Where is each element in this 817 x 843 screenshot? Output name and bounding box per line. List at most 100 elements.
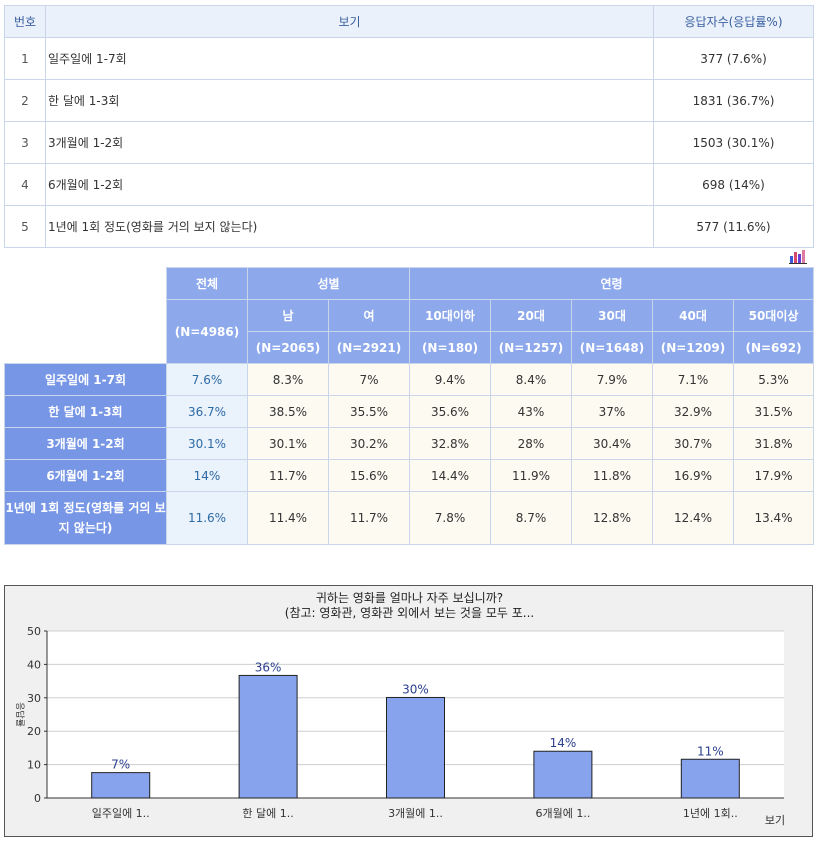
- bar-data-label: 14%: [550, 736, 577, 750]
- crosstab-cell: 31.5%: [732, 395, 815, 428]
- header-gender: 성별: [247, 267, 410, 300]
- crosstab-cell: 35.5%: [328, 395, 410, 428]
- crosstab-cell: 13.4%: [732, 491, 815, 545]
- crosstab-cell: 32.9%: [652, 395, 734, 428]
- row-number: 5: [4, 205, 46, 248]
- row-option: 3개월에 1-2회: [45, 121, 654, 164]
- row-option: 6개월에 1-2회: [45, 163, 654, 206]
- row-option: 한 달에 1-3회: [45, 79, 654, 122]
- header-col-label: 50대이상: [732, 299, 815, 332]
- header-col-n: (N=1257): [490, 331, 572, 364]
- crosstab-cell: 11.8%: [571, 459, 653, 492]
- crosstab-row-label: 한 달에 1-3회: [4, 395, 167, 428]
- bar-data-label: 36%: [255, 660, 282, 674]
- crosstab-cell: 11.7%: [328, 491, 410, 545]
- crosstab-cell: 28%: [490, 427, 572, 460]
- row-number: 2: [4, 79, 46, 122]
- y-tick-label: 0: [34, 792, 41, 805]
- crosstab-total-cell: 11.6%: [166, 491, 248, 545]
- row-number: 1: [4, 37, 46, 80]
- bar: [91, 772, 151, 799]
- crosstab-cell: 12.8%: [571, 491, 653, 545]
- row-responses: 577 (11.6%): [653, 205, 814, 248]
- crosstab-cell: 9.4%: [409, 363, 491, 396]
- crosstab-cell: 30.7%: [652, 427, 734, 460]
- crosstab-cell: 16.9%: [652, 459, 734, 492]
- crosstab-row-label: 일주일에 1-7회: [4, 363, 167, 396]
- y-tick-label: 50: [27, 625, 41, 638]
- crosstab-cell: 43%: [490, 395, 572, 428]
- crosstab-cell: 8.4%: [490, 363, 572, 396]
- table-row: 1 일주일에 1-7회 377 (7.6%): [4, 37, 814, 80]
- header-number: 번호: [4, 5, 46, 38]
- row-responses: 698 (14%): [653, 163, 814, 206]
- crosstab-cell: 14.4%: [409, 459, 491, 492]
- crosstab-row: 한 달에 1-3회 36.7% 38.5% 35.5% 35.6% 43% 37% 32.9%…: [4, 395, 815, 428]
- table-row: 3 3개월에 1-2회 1503 (30.1%): [4, 121, 814, 164]
- bar-data-label: 7%: [111, 758, 130, 772]
- crosstab-cell: 35.6%: [409, 395, 491, 428]
- corner-blank: [4, 267, 167, 364]
- header-col-n: (N=1648): [571, 331, 653, 364]
- header-col-label: 여: [328, 299, 410, 332]
- crosstab-row: 일주일에 1-7회 7.6% 8.3% 7% 9.4% 8.4% 7.9% 7.1% 5.3%: [4, 363, 815, 396]
- crosstab-cell: 30.2%: [328, 427, 410, 460]
- response-summary-table: 번호 보기 응답자수(응답률%) 1 일주일에 1-7회 377 (7.6%) …: [4, 5, 814, 248]
- crosstab-cell: 38.5%: [247, 395, 329, 428]
- x-tick-label: 6개월에 1..: [535, 807, 590, 820]
- x-tick-label: 일주일에 1..: [92, 806, 150, 820]
- row-responses: 377 (7.6%): [653, 37, 814, 80]
- crosstab-row: 6개월에 1-2회 14% 11.7% 15.6% 14.4% 11.9% 11.8% 16.…: [4, 459, 815, 492]
- crosstab-cell: 17.9%: [732, 459, 815, 492]
- mini-bar-chart-icon[interactable]: [789, 248, 807, 264]
- row-option: 1년에 1회 정도(영화를 거의 보지 않는다): [45, 205, 654, 248]
- bar-chart-panel: 귀하는 영화를 얼마나 자주 보십니까? (참고: 영화관, 영화관 외에서 보…: [4, 585, 813, 837]
- table-row: 2 한 달에 1-3회 1831 (36.7%): [4, 79, 814, 122]
- header-responses: 응답자수(응답률%): [653, 5, 814, 38]
- y-tick-label: 40: [27, 658, 41, 671]
- y-tick-label: 30: [27, 692, 41, 705]
- header-col-label: 30대: [571, 299, 653, 332]
- bar: [238, 674, 298, 799]
- row-number: 3: [4, 121, 46, 164]
- crosstab-total-cell: 7.6%: [166, 363, 248, 396]
- bar: [386, 696, 445, 799]
- y-axis-label: 응답률: [14, 702, 26, 727]
- crosstab-cell: 7%: [328, 363, 410, 396]
- header-col-label: 40대: [652, 299, 734, 332]
- x-tick-label: 3개월에 1..: [388, 807, 443, 820]
- crosstab-cell: 37%: [571, 395, 653, 428]
- y-tick-label: 20: [27, 725, 41, 738]
- bar-chart: 0 10 20 30 40 50 7% 일주일에 1.. 36% 한 달에 1.. 30% 3개월에 …: [14, 625, 785, 827]
- crosstab-total-cell: 14%: [166, 459, 248, 492]
- crosstab-body: 일주일에 1-7회 7.6% 8.3% 7% 9.4% 8.4% 7.9% 7.1% 5.3% 한…: [4, 363, 815, 545]
- crosstab-cell: 7.8%: [409, 491, 491, 545]
- crosstab-cell: 31.8%: [732, 427, 815, 460]
- header-col-label: 20대: [490, 299, 572, 332]
- crosstab-cell: 30.4%: [571, 427, 653, 460]
- bar: [533, 750, 593, 799]
- row-number: 4: [4, 163, 46, 206]
- crosstab-cell: 32.8%: [409, 427, 491, 460]
- table-header-row: 번호 보기 응답자수(응답률%): [4, 5, 814, 38]
- crosstab-table: 전체 성별 연령 (N=4986) 남 여 10대이하 20대 30대 40대 …: [4, 267, 815, 545]
- x-tick-label: 한 달에 1..: [242, 807, 293, 820]
- header-col-n: (N=1209): [652, 331, 734, 364]
- row-responses: 1503 (30.1%): [653, 121, 814, 164]
- header-col-label: 남: [247, 299, 329, 332]
- header-col-n: (N=2921): [328, 331, 410, 364]
- crosstab-row-label: 3개월에 1-2회: [4, 427, 167, 460]
- row-responses: 1831 (36.7%): [653, 79, 814, 122]
- crosstab-cell: 7.9%: [571, 363, 653, 396]
- x-tick-label: 1년에 1회..: [683, 807, 738, 820]
- header-option: 보기: [45, 5, 654, 38]
- y-tick-label: 10: [27, 759, 41, 772]
- chart-title-block: 귀하는 영화를 얼마나 자주 보십니까? (참고: 영화관, 영화관 외에서 보…: [5, 591, 814, 621]
- crosstab-cell: 7.1%: [652, 363, 734, 396]
- crosstab-row: 3개월에 1-2회 30.1% 30.1% 30.2% 32.8% 28% 30.4% 30.…: [4, 427, 815, 460]
- table-row: 4 6개월에 1-2회 698 (14%): [4, 163, 814, 206]
- x-axis-label: 보기: [765, 814, 785, 827]
- header-total-n: (N=4986): [166, 299, 248, 364]
- bar-data-label: 30%: [402, 682, 429, 696]
- header-total: 전체: [166, 267, 248, 300]
